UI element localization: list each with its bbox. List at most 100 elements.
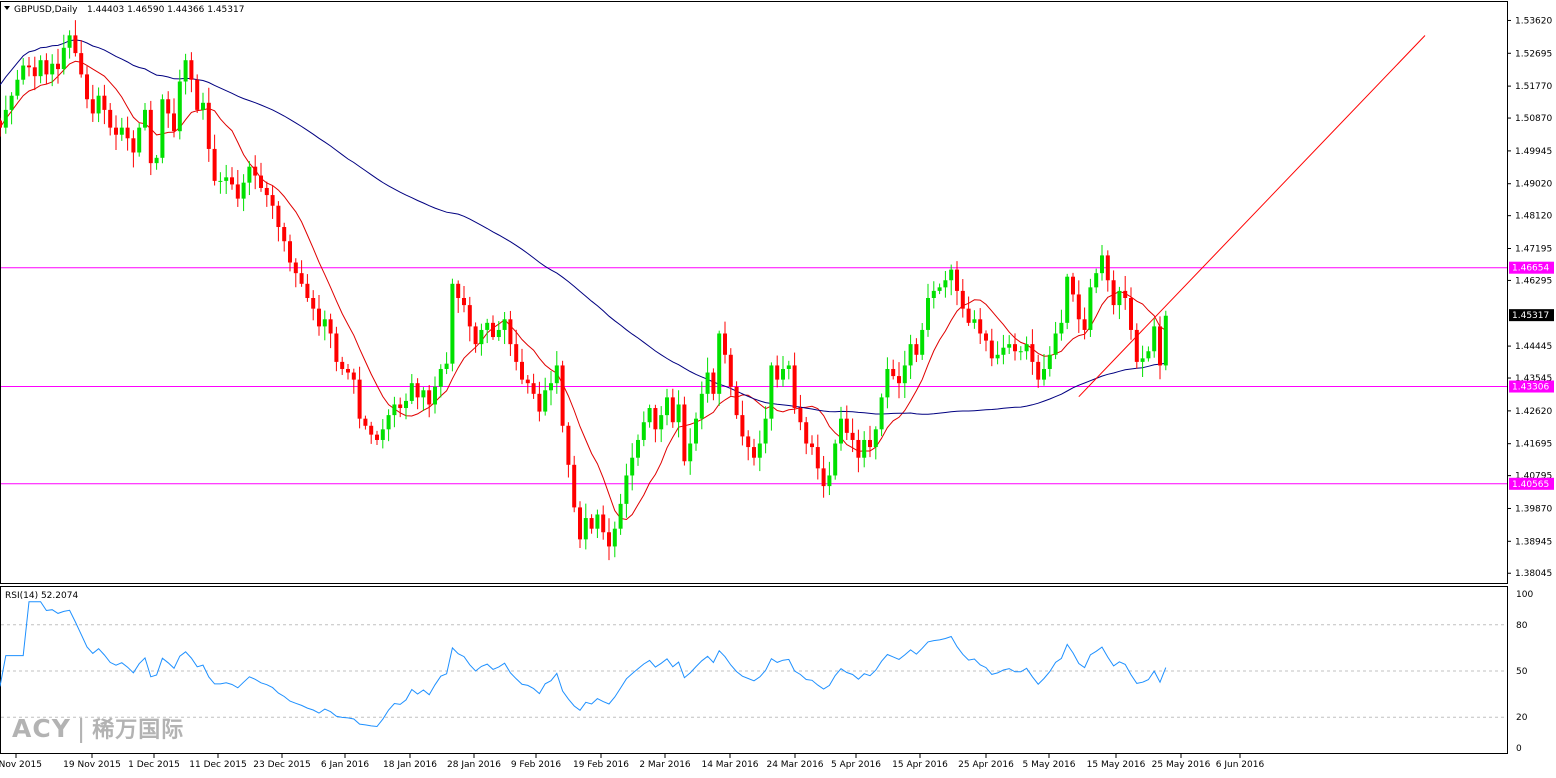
rsi-axis-label: 100: [1516, 590, 1533, 600]
candle-bearish: [891, 368, 896, 377]
candle-bullish: [781, 368, 785, 380]
rsi-axis-label: 20: [1516, 713, 1528, 723]
candle-bearish: [369, 425, 374, 435]
date-axis-label: 5 May 2016: [1023, 760, 1076, 770]
candle-bullish: [665, 397, 669, 416]
date-axis-label: 14 Mar 2016: [701, 760, 758, 770]
candle-bearish: [293, 262, 298, 274]
price-axis-label: 1.49020: [1515, 180, 1552, 190]
watermark-logo: ACY | 稀万国际: [12, 712, 184, 744]
candle-bearish: [172, 113, 176, 132]
candle-bearish: [821, 468, 826, 487]
candle-bullish: [3, 109, 8, 128]
candle-bullish: [839, 418, 843, 444]
candle-bullish: [15, 79, 20, 96]
date-axis-label: 24 Mar 2016: [766, 760, 823, 770]
price-tag: [1509, 261, 1554, 274]
rsi-pane-frame: [0, 586, 1508, 754]
price-axis-label: 1.40795: [1515, 472, 1552, 482]
rsi-axis-label: 80: [1516, 621, 1528, 631]
candle-bearish: [775, 365, 780, 380]
candle-bullish: [433, 386, 437, 405]
candle-bullish: [676, 404, 681, 423]
candle-bullish: [61, 47, 66, 70]
candle-bullish: [769, 365, 774, 419]
candle-bullish: [444, 363, 449, 369]
candle-bullish: [705, 372, 710, 394]
candle-bearish: [264, 187, 269, 196]
candle-bearish: [1111, 280, 1116, 306]
price-tag: [1509, 380, 1554, 393]
candle-bullish: [247, 166, 252, 183]
candle-bearish: [230, 177, 234, 185]
candle-bullish: [1024, 344, 1029, 352]
candle-bearish: [989, 340, 994, 359]
candle-bullish: [386, 415, 391, 430]
candle-bullish: [479, 329, 484, 345]
candle-bullish: [9, 95, 14, 110]
candle-bearish: [85, 74, 89, 100]
candle-bearish: [578, 507, 582, 540]
candle-bearish: [607, 532, 611, 547]
candle-bullish: [154, 157, 159, 164]
candle-bullish: [647, 408, 652, 423]
date-axis-label: 11 Dec 2015: [189, 760, 247, 770]
candle-bullish: [404, 400, 408, 409]
candle-bearish: [1134, 329, 1139, 362]
candle-bullish: [1065, 276, 1070, 323]
candle-bearish: [108, 109, 113, 128]
candle-bearish: [1158, 326, 1162, 366]
candle-bearish: [473, 326, 478, 345]
candle-bullish: [717, 333, 722, 394]
date-axis-label: 6 Jan 2016: [321, 760, 369, 770]
candle-bullish: [595, 514, 600, 529]
candle-bearish: [282, 227, 287, 242]
candle-bullish: [450, 283, 455, 364]
candle-bearish: [850, 432, 855, 440]
symbol-dropdown-icon[interactable]: [4, 6, 10, 10]
price-axis-label: 1.47195: [1515, 244, 1552, 254]
candle-bullish: [763, 418, 768, 444]
price-pane-frame: [0, 1, 1508, 584]
candle-bearish: [32, 67, 37, 77]
candle-bullish: [218, 180, 223, 182]
price-axis-label: 1.52695: [1515, 49, 1552, 59]
candle-bearish: [0, 120, 2, 128]
candle-bearish: [305, 283, 310, 299]
candle-bullish: [38, 60, 43, 77]
watermark-cn: 稀万国际: [92, 718, 185, 743]
candle-bullish: [502, 319, 507, 330]
candle-bearish: [195, 79, 200, 110]
candle-bearish: [276, 205, 281, 228]
candle-bearish: [1082, 319, 1087, 330]
candle-bullish: [183, 60, 188, 82]
candle-bullish: [1042, 368, 1046, 380]
candle-bearish: [189, 60, 194, 80]
candle-bearish: [73, 35, 78, 54]
candle-bullish: [920, 329, 925, 355]
date-axis-label: 5 Apr 2016: [831, 760, 881, 770]
candle-bullish: [1001, 347, 1006, 355]
candle-bearish: [363, 418, 368, 426]
candle-bullish: [409, 383, 414, 401]
candle-bearish: [351, 372, 356, 380]
price-axis-label: 1.48120: [1515, 212, 1552, 222]
candle-bearish: [102, 95, 107, 110]
candle-bearish: [955, 269, 959, 291]
watermark-separator: |: [76, 714, 87, 743]
candle-bullish: [177, 81, 182, 132]
candle-bearish: [537, 393, 542, 412]
candle-bearish: [978, 319, 983, 334]
candle-bullish: [392, 404, 397, 416]
candle-bearish: [856, 439, 861, 458]
candle-bearish: [844, 418, 849, 433]
price-axis-label: 1.38945: [1515, 537, 1552, 547]
candle-bullish: [636, 439, 640, 458]
candle-bearish: [589, 518, 594, 529]
price-tag-label: 1.40565: [1512, 480, 1549, 490]
candle-bearish: [462, 298, 466, 306]
date-axis-label: 9 Feb 2016: [511, 760, 562, 770]
date-axis-label: 19 Feb 2016: [573, 760, 629, 770]
